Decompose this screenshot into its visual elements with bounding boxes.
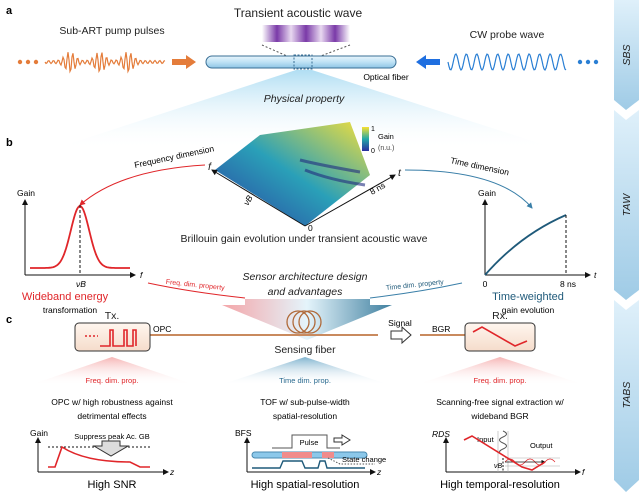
svg-text:BGR: BGR (432, 324, 450, 334)
svg-text:Gain: Gain (30, 428, 48, 438)
frequency-dimension-arrow (79, 164, 206, 206)
pump-pulse-wave (44, 52, 166, 74)
svg-text:Time dim. property: Time dim. property (386, 279, 445, 292)
physical-property-beam (50, 70, 560, 150)
svg-text:Freq. dim. property: Freq. dim. property (165, 279, 225, 292)
panel-b: b f t νB 8 ns 0 1 0 Gain (n.u.) Brilloui… (6, 122, 597, 340)
svg-text:t: t (398, 167, 402, 179)
panel-label-b: b (6, 137, 13, 149)
tabs-section (614, 300, 639, 492)
architecture-arrow (222, 299, 392, 340)
pump-arrow-icon (172, 55, 196, 69)
svg-text:z: z (169, 467, 175, 477)
svg-text:spatial-resolution: spatial-resolution (273, 411, 338, 421)
svg-text:0: 0 (483, 279, 488, 289)
physical-property-label: Physical property (264, 93, 345, 105)
colorbar (362, 127, 369, 151)
svg-text:0: 0 (308, 223, 313, 233)
svg-text:High SNR: High SNR (88, 479, 137, 491)
svg-text:High spatial-resolution: High spatial-resolution (251, 479, 360, 491)
svg-text:8 ns: 8 ns (368, 180, 387, 197)
probe-label: CW probe wave (470, 29, 545, 41)
svg-text:Rx.: Rx. (492, 310, 508, 322)
svg-text:and advantages: and advantages (268, 286, 343, 298)
bfs-curve (252, 460, 365, 469)
f-axis (211, 169, 306, 227)
svg-text:Time dim. prop.: Time dim. prop. (279, 376, 331, 385)
bgr-response-curve (463, 435, 546, 471)
svg-text:Sensing fiber: Sensing fiber (274, 344, 336, 356)
svg-text:Input: Input (477, 435, 495, 444)
t-axis (304, 174, 396, 227)
svg-text:f: f (140, 270, 144, 280)
svg-text:Scanning-free signal extractio: Scanning-free signal extraction w/ (436, 397, 564, 407)
taw-section (614, 110, 639, 300)
svg-text:f: f (582, 467, 586, 477)
svg-text:t: t (594, 270, 597, 280)
svg-text:Tx.: Tx. (105, 310, 120, 322)
fiber-coil-icon (286, 310, 322, 334)
tabs-label: TABS (621, 382, 633, 409)
suppress-arrow-icon (92, 440, 130, 457)
svg-text:νB: νB (494, 463, 503, 470)
panel-label-a: a (6, 5, 13, 17)
svg-text:1: 1 (371, 126, 375, 133)
svg-text:State change: State change (342, 455, 386, 464)
svg-text:νB: νB (76, 279, 86, 289)
optical-fiber (205, 55, 397, 69)
acoustic-wave-bands (262, 25, 350, 42)
svg-text:detrimental effects: detrimental effects (77, 411, 146, 421)
gain-surface (215, 122, 370, 226)
probe-arrow-icon (416, 55, 440, 69)
pump-label: Sub-ART pump pulses (59, 25, 164, 37)
svg-text:wideband BGR: wideband BGR (470, 411, 528, 421)
svg-text:Wideband energy: Wideband energy (22, 291, 109, 303)
svg-text:OPC: OPC (153, 324, 171, 334)
sbs-label: SBS (621, 44, 633, 65)
svg-text:(n.u.): (n.u.) (378, 145, 394, 152)
svg-text:TOF w/ sub-pulse-width: TOF w/ sub-pulse-width (260, 397, 350, 407)
svg-text:Gain: Gain (478, 188, 496, 198)
taw-label: TAW (621, 193, 633, 216)
svg-text:RDS: RDS (432, 429, 450, 439)
svg-text:gain evolution: gain evolution (502, 305, 555, 315)
sbs-section (614, 0, 639, 110)
snr-gain-curve (48, 445, 150, 468)
svg-text:νB: νB (241, 193, 255, 207)
svg-text:Freq. dim. prop.: Freq. dim. prop. (474, 376, 527, 385)
transient-wave-label: Transient acoustic wave (234, 6, 363, 20)
signal-arrow-icon (390, 325, 412, 345)
side-bar: SBS TAW TABS (614, 0, 639, 492)
svg-text:Sensor architecture design: Sensor architecture design (243, 271, 368, 283)
panel-a: a Transient acoustic wave Sub-ART pump p… (6, 5, 599, 150)
svg-text:BFS: BFS (235, 428, 252, 438)
svg-text:8 ns: 8 ns (560, 279, 576, 289)
time-gain-curve (484, 214, 567, 276)
svg-text:Pulse: Pulse (300, 438, 319, 447)
tx-pulse-icon (100, 329, 137, 347)
panel-label-c: c (6, 314, 12, 326)
rx-filter-icon (472, 326, 528, 347)
svg-text:Signal: Signal (388, 318, 412, 328)
svg-text:OPC w/ high robustness against: OPC w/ high robustness against (51, 397, 173, 407)
svg-text:High temporal-resolution: High temporal-resolution (440, 479, 560, 491)
time-dimension-arrow (404, 169, 533, 209)
pump-dots (17, 59, 39, 65)
svg-text:Gain: Gain (378, 132, 394, 141)
svg-text:Suppress peak Ac. GB: Suppress peak Ac. GB (74, 432, 149, 441)
svg-text:Time-weighted: Time-weighted (492, 291, 564, 303)
probe-dots (577, 59, 599, 65)
svg-text:transformation: transformation (43, 305, 98, 315)
probe-cw-wave (447, 52, 567, 72)
svg-text:Output: Output (530, 441, 553, 450)
svg-text:z: z (376, 467, 382, 477)
surface-caption: Brillouin gain evolution under transient… (181, 233, 428, 245)
optical-fiber-label: Optical fiber (363, 72, 409, 82)
svg-text:Freq. dim. prop.: Freq. dim. prop. (86, 376, 139, 385)
svg-text:Gain: Gain (17, 188, 35, 198)
svg-text:f: f (208, 161, 212, 173)
panel-c: c Tx. OPC Sensing fiber Signal BGR Rx. F… (6, 310, 586, 491)
svg-text:0: 0 (371, 148, 375, 155)
